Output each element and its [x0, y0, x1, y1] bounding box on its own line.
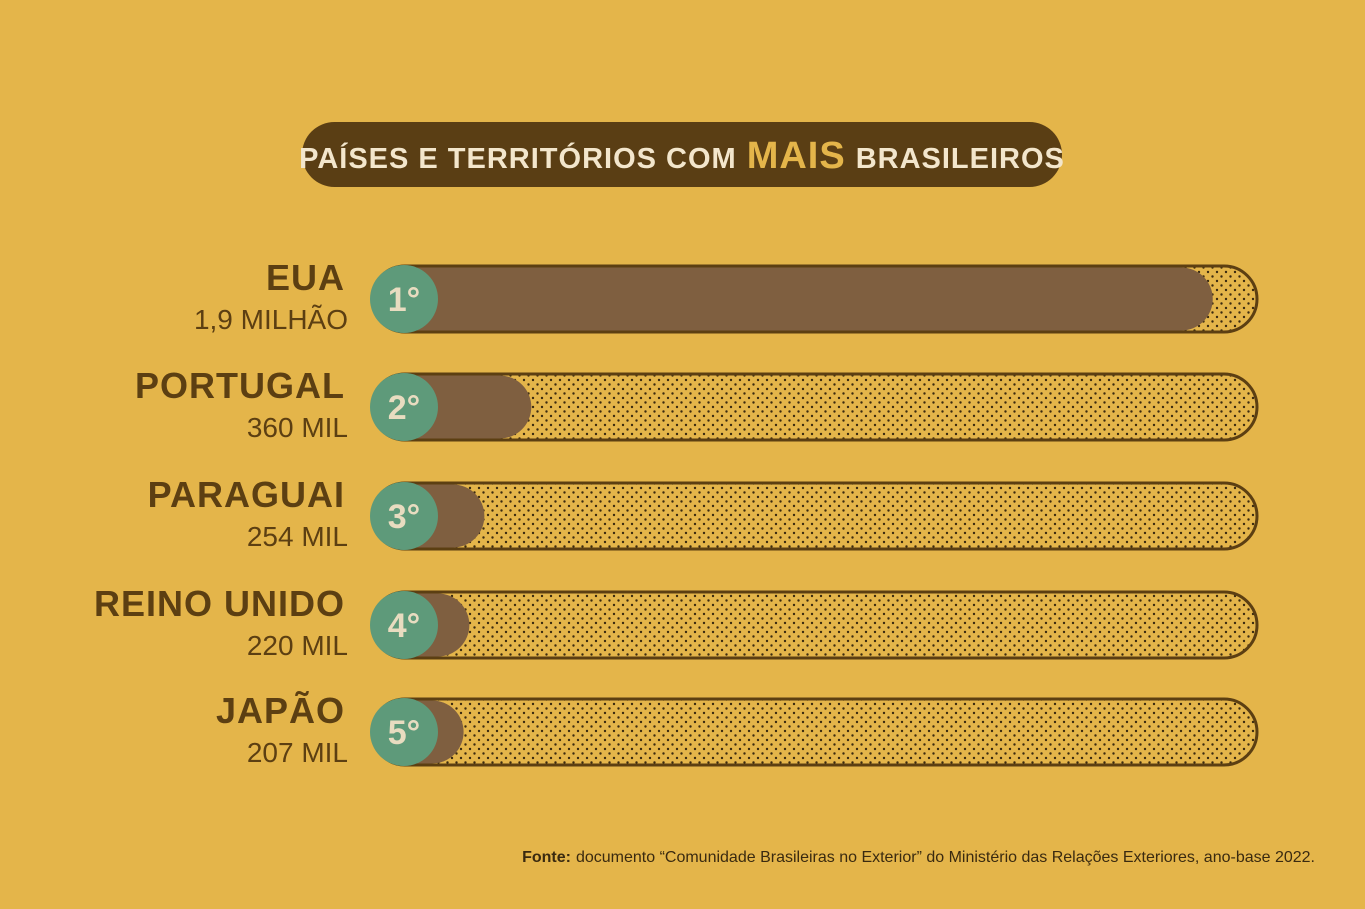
source-text: documento “Comunidade Brasileiras no Ext… [576, 849, 1315, 866]
value-label: 360 MIL [247, 412, 348, 443]
category-label: PARAGUAI [148, 474, 345, 515]
title-part: BRASILEIROS [856, 143, 1065, 175]
category-label: JAPÃO [216, 689, 345, 731]
value-label: 254 MIL [247, 521, 348, 552]
chart-title: PAÍSES E TERRITÓRIOS COM MAIS BRASILEIROS [299, 135, 1065, 177]
bar [372, 267, 1213, 331]
title-highlight: MAIS [747, 135, 846, 177]
category-label: PORTUGAL [135, 365, 345, 406]
bar-track [370, 697, 1259, 767]
rank-label: 3° [388, 498, 421, 536]
value-label: 207 MIL [247, 737, 348, 768]
title-pill [302, 122, 1062, 187]
value-label: 220 MIL [247, 630, 348, 661]
rank-badge [370, 373, 438, 441]
value-label: 1,9 MILHÃO [194, 304, 348, 335]
rank-label: 5° [388, 714, 421, 752]
bars: 1° EUA 1,9 MILHÃO 2° PORTUGAL 360 MIL 3° PARAGU… [94, 257, 1259, 768]
rank-label: 1° [388, 281, 421, 319]
rank-badge [370, 698, 438, 766]
rank-badge [370, 482, 438, 550]
category-label: EUA [266, 257, 345, 298]
rank-badge [370, 591, 438, 659]
rank-label: 2° [388, 389, 421, 427]
source: Fonte: documento “Comunidade Brasileiras … [522, 849, 1315, 866]
category-label: REINO UNIDO [94, 583, 345, 624]
rank-badge [370, 265, 438, 333]
title-part: PAÍSES E TERRITÓRIOS COM [299, 141, 737, 175]
bar-track [370, 481, 1259, 551]
source-label: Fonte: [522, 849, 571, 866]
rank-label: 4° [388, 607, 421, 645]
bar-track [370, 590, 1259, 660]
